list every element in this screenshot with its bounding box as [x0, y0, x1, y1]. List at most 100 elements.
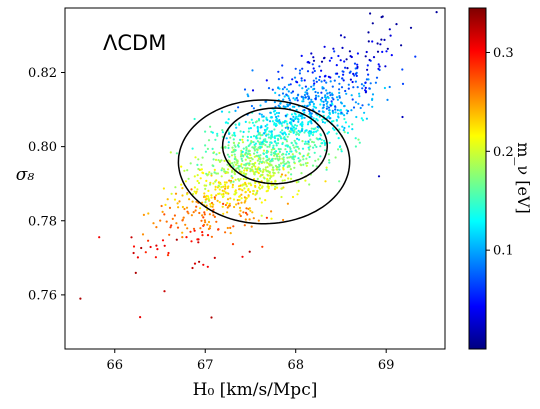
- scatter-point: [270, 148, 273, 151]
- scatter-point: [328, 159, 331, 162]
- scatter-point: [320, 91, 323, 94]
- scatter-point: [298, 69, 302, 72]
- scatter-point: [209, 205, 212, 208]
- scatter-point: [247, 95, 250, 98]
- scatter-point: [277, 134, 280, 137]
- scatter-point: [166, 198, 169, 201]
- scatter-point: [318, 78, 321, 82]
- scatter-point: [264, 138, 267, 141]
- scatter-point: [205, 172, 208, 175]
- scatter-point: [277, 115, 280, 118]
- scatter-point: [265, 140, 268, 143]
- scatter-point: [233, 173, 237, 176]
- scatter-point: [216, 132, 219, 135]
- scatter-point: [360, 83, 363, 86]
- scatter-point: [271, 120, 274, 123]
- scatter-point: [361, 87, 364, 90]
- scatter-point: [308, 134, 311, 137]
- contour-outer: [177, 99, 351, 225]
- scatter-point: [228, 202, 231, 205]
- colorbar-axis: 0.1 0.2 0.3: [486, 46, 514, 259]
- scatter-point: [333, 50, 336, 53]
- scatter-point: [221, 205, 224, 208]
- scatter-point: [297, 138, 301, 141]
- scatter-point: [302, 163, 305, 166]
- scatter-point: [289, 117, 292, 120]
- scatter-point: [341, 77, 344, 80]
- scatter-point: [284, 148, 287, 151]
- scatter-point: [336, 124, 339, 127]
- scatter-point: [356, 65, 359, 69]
- scatter-point: [328, 161, 331, 164]
- scatter-point: [130, 236, 133, 239]
- scatter-point: [310, 131, 313, 134]
- scatter-point: [214, 185, 217, 188]
- scatter-point: [215, 194, 218, 197]
- scatter-point: [201, 171, 204, 174]
- scatter-point: [276, 155, 279, 158]
- scatter-point: [272, 174, 275, 177]
- scatter-point: [273, 136, 276, 139]
- scatter-point: [258, 112, 261, 115]
- scatter-point: [319, 133, 322, 136]
- scatter-point: [368, 87, 371, 90]
- scatter-point: [302, 97, 305, 101]
- scatter-point: [201, 231, 204, 234]
- scatter-point: [273, 101, 276, 104]
- colorbar: [468, 7, 487, 350]
- scatter-point: [267, 136, 270, 139]
- scatter-point: [322, 106, 325, 109]
- scatter-point: [245, 149, 248, 152]
- scatter-point: [242, 177, 245, 181]
- scatter-point: [201, 234, 204, 237]
- scatter-point: [195, 205, 198, 208]
- scatter-point: [364, 91, 367, 94]
- scatter-point: [197, 167, 200, 171]
- scatter-point: [346, 110, 350, 113]
- scatter-point: [268, 143, 271, 146]
- scatter-point: [326, 95, 329, 98]
- scatter-point: [219, 183, 222, 186]
- scatter-point: [217, 159, 220, 162]
- scatter-point: [251, 158, 254, 161]
- scatter-point: [243, 88, 247, 91]
- scatter-point: [242, 130, 245, 134]
- scatter-point: [296, 81, 299, 84]
- scatter-point: [241, 166, 244, 169]
- scatter-point: [285, 153, 288, 156]
- scatter-point: [247, 130, 250, 133]
- scatter-point: [210, 201, 214, 205]
- scatter-point: [334, 108, 337, 111]
- scatter-point: [242, 183, 245, 186]
- scatter-point: [239, 177, 242, 181]
- scatter-point: [156, 248, 159, 251]
- scatter-point: [204, 144, 207, 147]
- scatter-point: [252, 141, 255, 144]
- scatter-point: [266, 161, 269, 164]
- scatter-point: [276, 120, 279, 123]
- scatter-point: [259, 104, 262, 107]
- scatter-point: [238, 213, 241, 216]
- scatter-point: [304, 179, 307, 182]
- colorbar-label: m_ν [eV]: [514, 142, 533, 214]
- scatter-point: [303, 142, 306, 145]
- scatter-point: [306, 70, 310, 73]
- scatter-point: [278, 164, 281, 168]
- scatter-point: [169, 151, 172, 154]
- scatter-point: [371, 40, 374, 43]
- scatter-point: [321, 142, 324, 145]
- scatter-point: [337, 116, 340, 119]
- scatter-point: [252, 189, 255, 193]
- scatter-point: [331, 85, 334, 88]
- scatter-point: [319, 155, 322, 158]
- scatter-point: [247, 144, 250, 148]
- scatter-point: [360, 117, 363, 120]
- scatter-point: [348, 50, 351, 53]
- scatter-point: [233, 205, 236, 209]
- scatter-point: [250, 225, 253, 228]
- scatter-point: [244, 181, 247, 184]
- scatter-point: [193, 117, 196, 121]
- scatter-point: [305, 142, 309, 145]
- scatter-point: [340, 86, 344, 89]
- scatter-point: [282, 98, 285, 101]
